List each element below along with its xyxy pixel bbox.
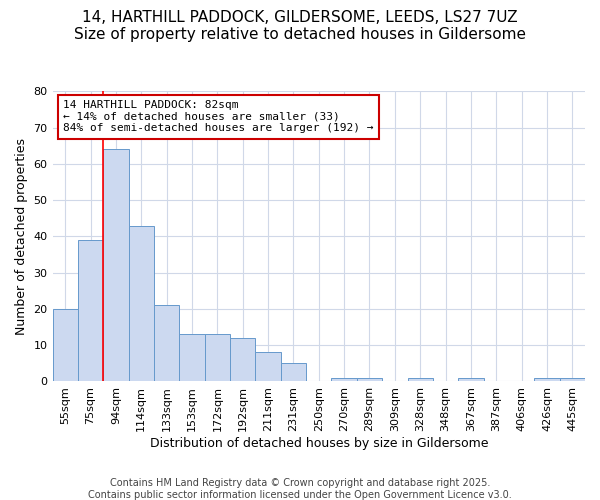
Text: 14 HARTHILL PADDOCK: 82sqm
← 14% of detached houses are smaller (33)
84% of semi: 14 HARTHILL PADDOCK: 82sqm ← 14% of deta… — [63, 100, 374, 134]
Bar — [103, 150, 128, 382]
Text: Contains HM Land Registry data © Crown copyright and database right 2025.
Contai: Contains HM Land Registry data © Crown c… — [88, 478, 512, 500]
Bar — [256, 352, 281, 382]
Bar — [407, 378, 433, 382]
Bar — [230, 338, 256, 382]
Bar — [281, 364, 306, 382]
Bar — [78, 240, 103, 382]
Bar — [53, 309, 78, 382]
Bar — [331, 378, 357, 382]
Bar — [357, 378, 382, 382]
Bar — [179, 334, 205, 382]
Bar — [458, 378, 484, 382]
Bar — [560, 378, 585, 382]
Bar — [154, 306, 179, 382]
Bar — [205, 334, 230, 382]
Y-axis label: Number of detached properties: Number of detached properties — [15, 138, 28, 335]
Text: 14, HARTHILL PADDOCK, GILDERSOME, LEEDS, LS27 7UZ
Size of property relative to d: 14, HARTHILL PADDOCK, GILDERSOME, LEEDS,… — [74, 10, 526, 42]
X-axis label: Distribution of detached houses by size in Gildersome: Distribution of detached houses by size … — [149, 437, 488, 450]
Bar — [128, 226, 154, 382]
Bar — [534, 378, 560, 382]
